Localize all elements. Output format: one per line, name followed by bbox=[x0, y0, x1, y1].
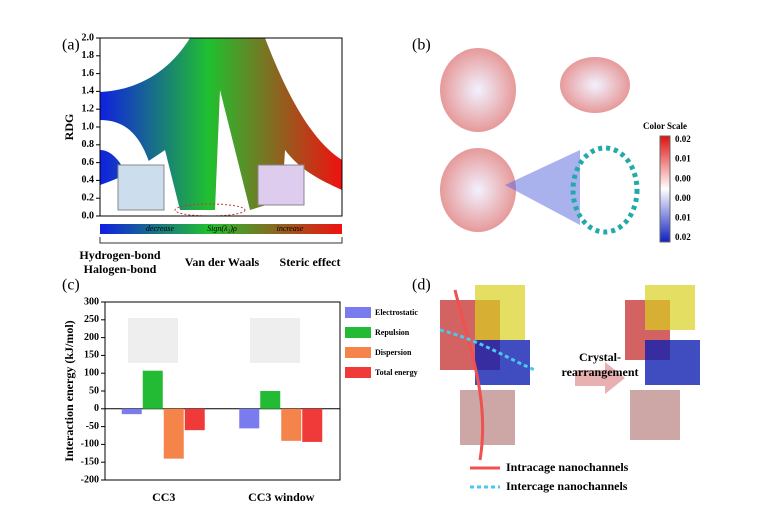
y-tick-label: 0.0 bbox=[82, 210, 95, 221]
legend-label: Intracage nanochannels bbox=[506, 460, 629, 474]
bar bbox=[121, 408, 142, 415]
x-tick-label: CC3 bbox=[152, 490, 175, 504]
legend-label: Repulsion bbox=[375, 328, 410, 337]
bar bbox=[281, 408, 302, 441]
color-scale-bar bbox=[659, 135, 671, 243]
y-tick-label: -50 bbox=[86, 421, 99, 432]
y-tick-label: -200 bbox=[81, 474, 99, 485]
color-bar bbox=[100, 224, 342, 234]
bar bbox=[163, 408, 184, 459]
axis-text: decrease bbox=[146, 224, 175, 233]
y-axis-label: RDG bbox=[62, 114, 76, 141]
annotation: Halogen-bond bbox=[84, 262, 157, 276]
y-tick-label: 50 bbox=[89, 385, 99, 396]
y-tick-label: 0.4 bbox=[82, 175, 95, 186]
y-tick-label: 0.8 bbox=[82, 139, 95, 150]
color-scale-label: 0.01 bbox=[675, 154, 691, 164]
molecule-image bbox=[128, 318, 178, 363]
y-tick-label: 0.2 bbox=[82, 192, 95, 203]
legend-label: Intercage nanochannels bbox=[506, 479, 628, 493]
color-scale-label: 0.02 bbox=[675, 232, 691, 242]
arrow-text: Crystal- bbox=[579, 350, 621, 364]
color-scale-label: 0.01 bbox=[675, 212, 691, 222]
annotation: Steric effect bbox=[280, 255, 341, 269]
x-tick-label: CC3 window bbox=[248, 490, 315, 504]
bar bbox=[184, 408, 205, 431]
y-tick-label: 250 bbox=[84, 314, 99, 325]
y-tick-label: 200 bbox=[84, 332, 99, 343]
bar bbox=[142, 370, 163, 409]
legend-swatch bbox=[345, 307, 371, 318]
legend-swatch bbox=[345, 327, 371, 338]
y-tick-label: 1.8 bbox=[82, 50, 95, 61]
y-tick-label: -150 bbox=[81, 456, 99, 467]
annotation: Hydrogen-bond bbox=[79, 248, 160, 262]
y-tick-label: 300 bbox=[84, 296, 99, 307]
color-scale-label: 0.02 bbox=[675, 134, 691, 144]
molecule-image bbox=[250, 318, 300, 363]
legend-label: Total energy bbox=[375, 368, 418, 377]
y-tick-label: 1.0 bbox=[82, 121, 95, 132]
y-tick-label: 1.4 bbox=[82, 86, 95, 97]
molecule-surfaces bbox=[440, 48, 640, 235]
legend-label: Dispersion bbox=[375, 348, 412, 357]
inset-image bbox=[117, 164, 165, 211]
color-scale-label: 0.00 bbox=[675, 193, 691, 203]
bar bbox=[302, 408, 323, 442]
legend-label: Electrostatic bbox=[375, 308, 418, 317]
crystal-structures bbox=[439, 285, 700, 489]
y-tick-label: 1.6 bbox=[82, 68, 95, 79]
y-axis-label: Interaction energy (kJ/mol) bbox=[62, 320, 76, 461]
y-tick-label: 100 bbox=[84, 367, 99, 378]
arrow-text: rearrangement bbox=[561, 365, 638, 379]
color-scale-label: 0.00 bbox=[675, 173, 691, 183]
y-tick-label: 0.6 bbox=[82, 157, 95, 168]
panel-label: (c) bbox=[62, 277, 80, 294]
y-tick-label: -100 bbox=[81, 439, 99, 450]
panel-label: (a) bbox=[62, 37, 80, 54]
annotation: Van der Waals bbox=[185, 255, 260, 269]
color-scale-title: Color Scale bbox=[643, 121, 687, 131]
legend-swatch bbox=[345, 367, 371, 378]
y-tick-label: 150 bbox=[84, 350, 99, 361]
y-tick-label: 0 bbox=[94, 403, 99, 414]
panel-label: (b) bbox=[412, 37, 431, 54]
axis-text: increase bbox=[277, 224, 304, 233]
legend-swatch bbox=[345, 347, 371, 358]
bracket bbox=[99, 237, 343, 244]
y-tick-label: 1.2 bbox=[82, 103, 95, 114]
y-tick-label: 2.0 bbox=[82, 32, 95, 43]
panel-label: (d) bbox=[412, 277, 431, 294]
bar bbox=[260, 391, 281, 409]
inset-image bbox=[257, 164, 305, 206]
axis-text: Sign(λ₂)ρ bbox=[207, 224, 237, 233]
bar bbox=[239, 408, 260, 429]
